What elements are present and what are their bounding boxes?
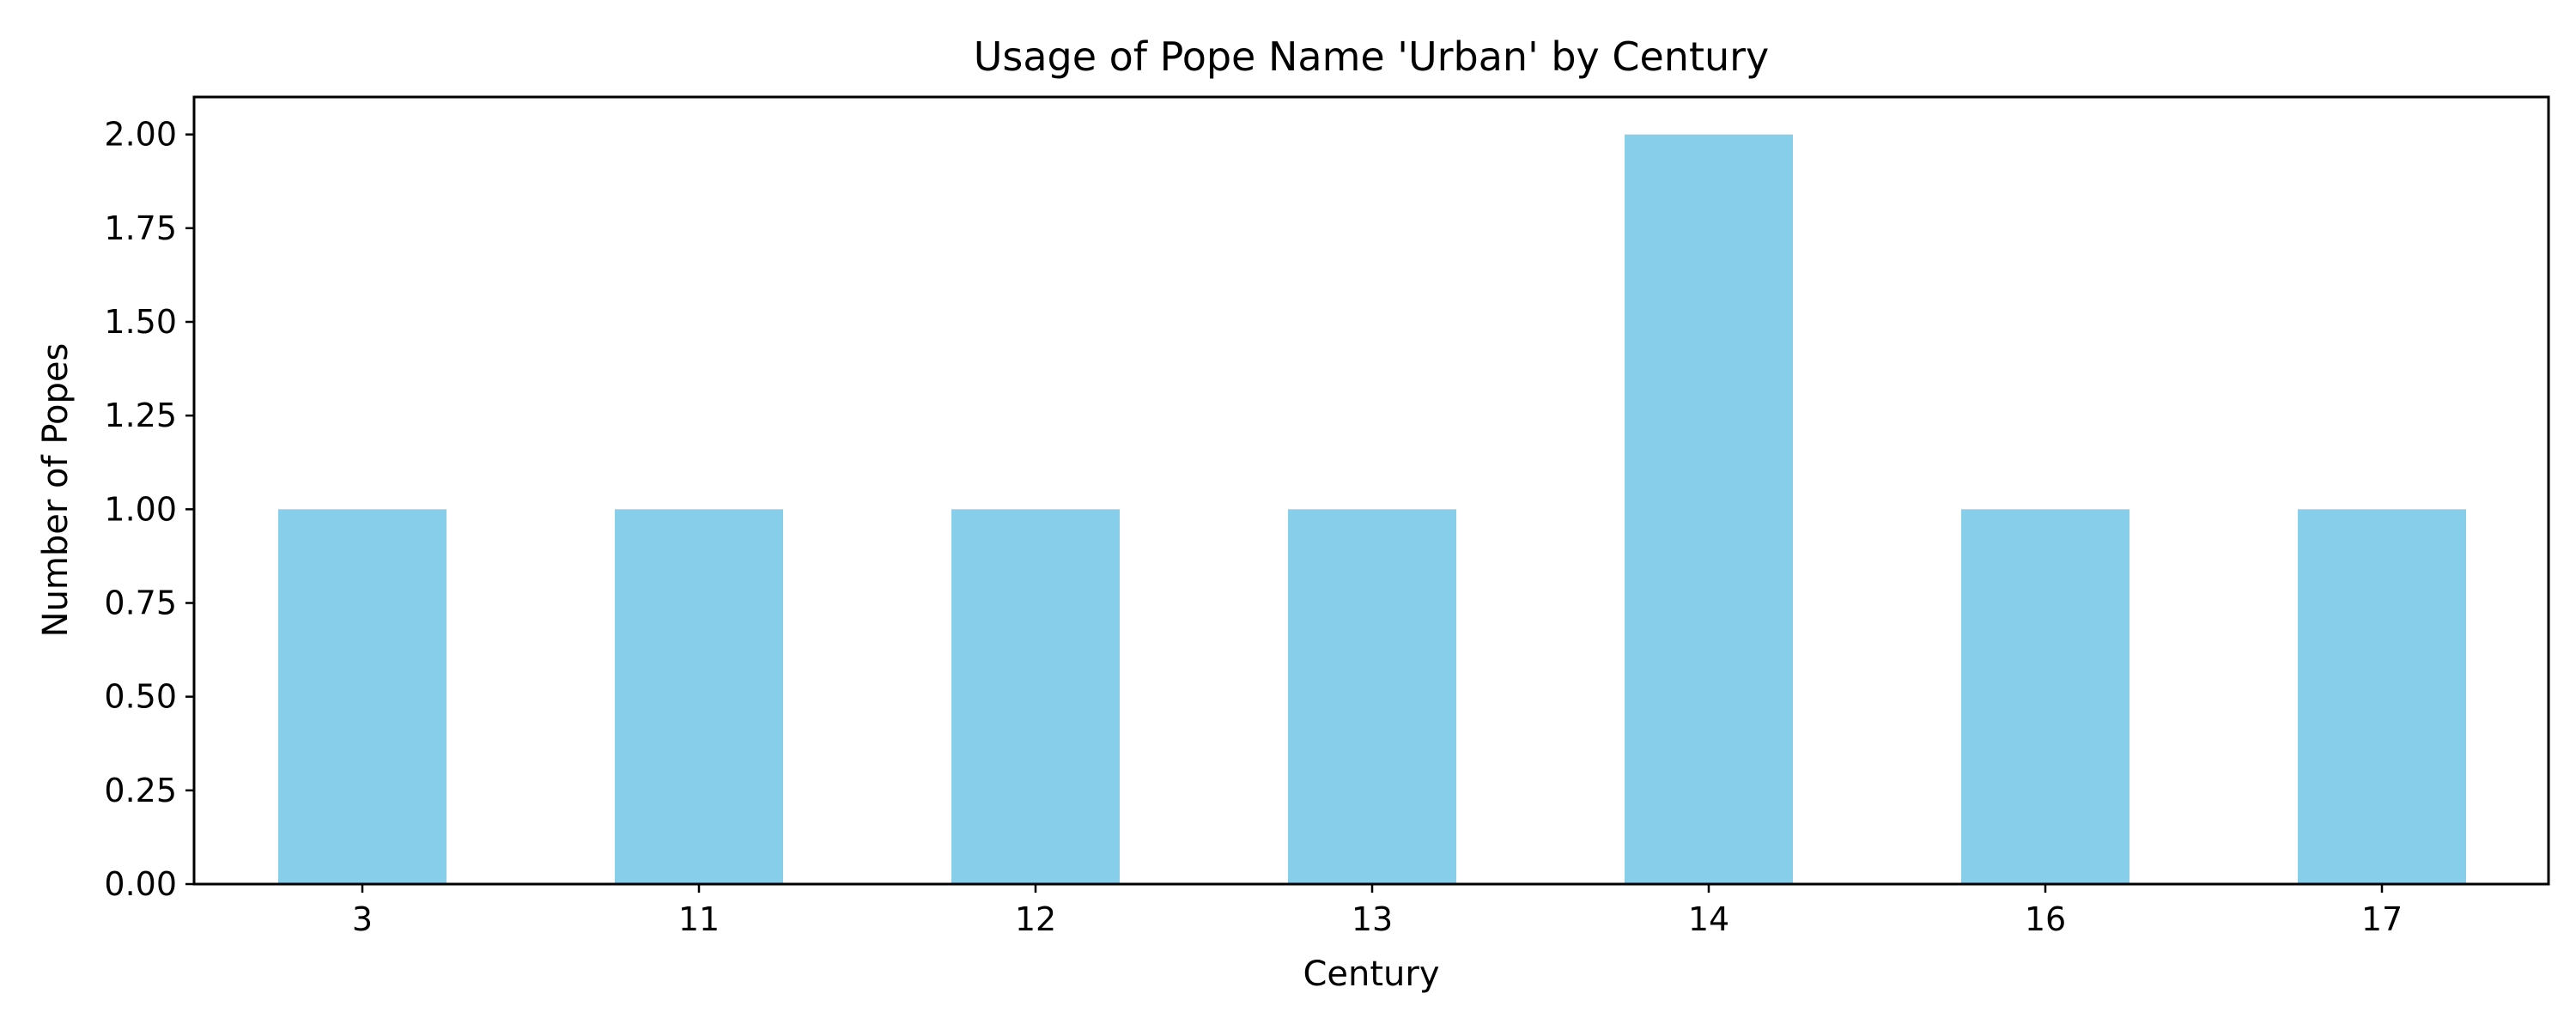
- y-tick-label: 1.75: [104, 209, 177, 247]
- x-tick-label: 12: [1015, 900, 1056, 938]
- y-axis-label: Number of Popes: [36, 343, 76, 638]
- plot-frame: [192, 95, 2550, 886]
- bar-16: [1961, 509, 2129, 884]
- x-tick-label: 16: [2025, 900, 2066, 938]
- y-tick-label: 2.00: [104, 116, 177, 154]
- y-tick-label: 0.00: [104, 865, 177, 903]
- x-tick-label: 14: [1688, 900, 1729, 938]
- x-tick-label: 3: [352, 900, 373, 938]
- x-tick-label: 17: [2361, 900, 2403, 938]
- y-tick-label: 1.00: [104, 490, 177, 528]
- x-tick-label: 11: [678, 900, 720, 938]
- bar-13: [1288, 509, 1456, 884]
- ticks-layer: 3 11 12 13 14 16 17 0.00 0.25 0.50 0.75 1.00 1.25 1.5…: [104, 116, 2403, 938]
- bar-12: [951, 509, 1120, 884]
- y-tick-label: 1.50: [104, 303, 177, 341]
- chart-title: Usage of Pope Name 'Urban' by Century: [974, 33, 1770, 80]
- bars-layer: [278, 134, 2466, 884]
- bar-17: [2298, 509, 2466, 884]
- bar-11: [615, 509, 783, 884]
- bar-14: [1625, 134, 1793, 884]
- y-tick-label: 0.75: [104, 585, 177, 622]
- y-tick-label: 0.25: [104, 772, 177, 809]
- y-tick-label: 0.50: [104, 678, 177, 716]
- x-tick-label: 13: [1352, 900, 1393, 938]
- bar-3: [278, 509, 447, 884]
- y-tick-label: 1.25: [104, 397, 177, 434]
- x-axis-label: Century: [1303, 954, 1439, 994]
